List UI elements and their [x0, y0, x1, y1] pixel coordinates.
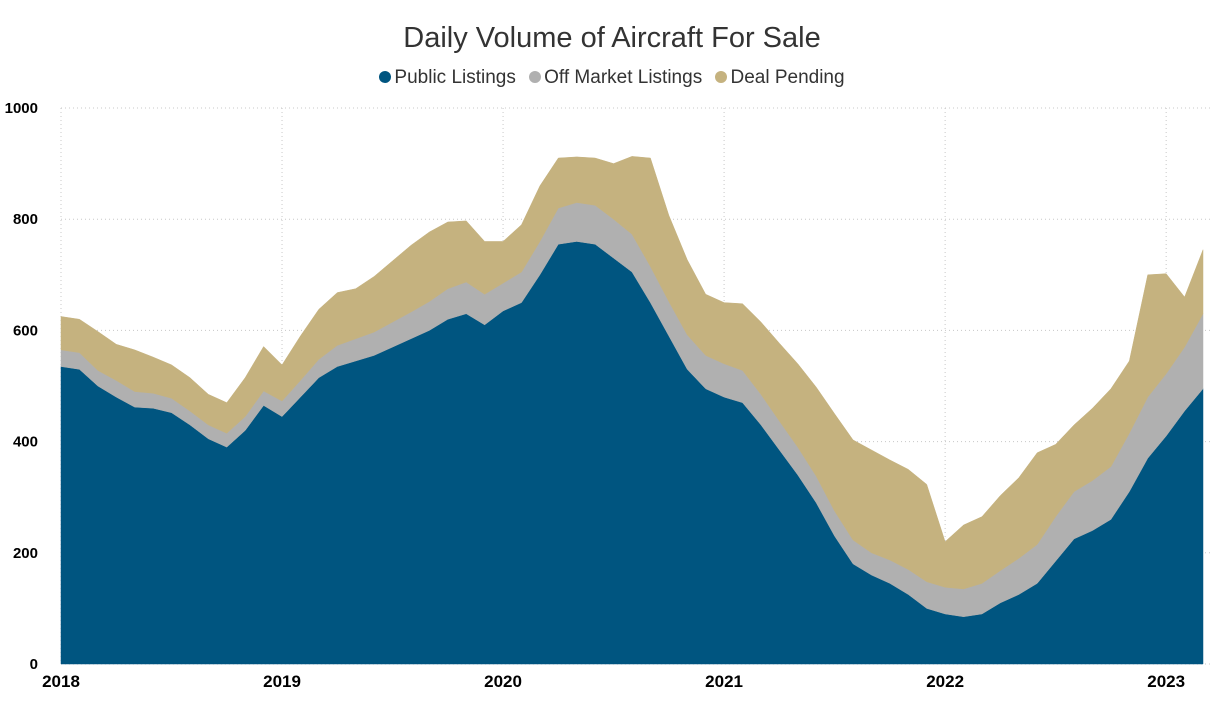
gridlines [60, 107, 1211, 665]
y-tick-label: 200 [13, 545, 38, 562]
legend-dot-icon [529, 71, 542, 83]
y-axis-ticks: 0 200 400 600 800 1000 [5, 100, 38, 673]
series-area-public-listings[interactable] [60, 241, 1204, 665]
y-tick-label: 1000 [5, 100, 38, 117]
x-tick-label: 2018 [42, 672, 80, 691]
legend-item-public-listings[interactable]: Public Listings [379, 67, 516, 89]
y-tick-label: 800 [13, 211, 38, 228]
chart-title: Daily Volume of Aircraft For Sale [403, 22, 821, 54]
x-tick-label: 2020 [484, 672, 522, 691]
x-tick-label: 2023 [1147, 672, 1185, 691]
legend-item-deal-pending[interactable]: Deal Pending [715, 67, 845, 89]
x-axis-ticks: 2018 2019 2020 2021 2022 2023 [42, 672, 1185, 691]
legend: Public Listings Off Market Listings Deal… [0, 67, 1224, 89]
legend-dot-icon [715, 71, 728, 83]
y-tick-label: 0 [30, 656, 38, 673]
legend-dot-icon [379, 71, 392, 83]
legend-label: Off Market Listings [544, 67, 703, 88]
y-tick-label: 400 [13, 434, 38, 451]
series-area-deal-pending[interactable] [60, 156, 1204, 590]
y-tick-label: 600 [13, 322, 38, 339]
x-tick-label: 2021 [705, 672, 743, 691]
legend-item-off-market-listings[interactable]: Off Market Listings [529, 67, 702, 89]
x-tick-label: 2022 [926, 672, 964, 691]
series-areas [60, 156, 1204, 665]
x-tick-label: 2019 [263, 672, 301, 691]
legend-label: Public Listings [394, 67, 516, 88]
legend-label: Deal Pending [730, 67, 845, 88]
